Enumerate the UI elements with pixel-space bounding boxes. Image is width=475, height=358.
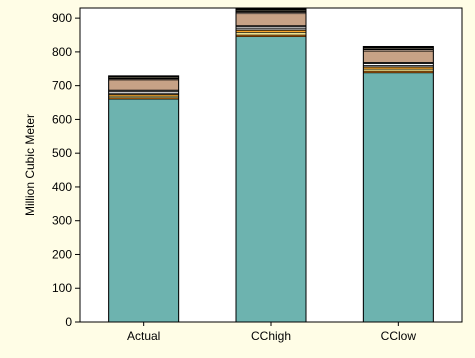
y-axis-label: Million Cubic Meter [23, 114, 37, 216]
y-tick-label: 300 [52, 214, 72, 228]
x-tick-label: CClow [381, 329, 417, 343]
x-axis: Actual CChigh CClow [127, 322, 416, 343]
bar-segment [235, 13, 307, 26]
bar-segment [363, 66, 434, 70]
y-tick-label: 600 [52, 112, 72, 126]
y-tick-label: 0 [65, 315, 72, 329]
y-tick-label: 900 [52, 11, 72, 25]
y-tick-label: 100 [52, 281, 72, 295]
bar-segment [235, 36, 307, 323]
bar-segment [235, 32, 307, 36]
y-tick-label: 700 [52, 79, 72, 93]
y-axis: 0 100 200 300 400 500 600 700 800 900 [52, 11, 80, 329]
bars-layer [108, 8, 434, 323]
bar-segment [363, 68, 434, 72]
bar-segment [363, 50, 434, 63]
x-tick-label: Actual [127, 329, 160, 343]
bar-segment [363, 72, 434, 323]
bar-segment [235, 29, 307, 33]
y-tick-label: 500 [52, 146, 72, 160]
y-tick-label: 200 [52, 247, 72, 261]
x-tick-label: CChigh [251, 329, 291, 343]
y-tick-label: 800 [52, 45, 72, 59]
bar-segment [108, 98, 179, 323]
y-tick-label: 400 [52, 180, 72, 194]
bar-segment [108, 79, 179, 91]
